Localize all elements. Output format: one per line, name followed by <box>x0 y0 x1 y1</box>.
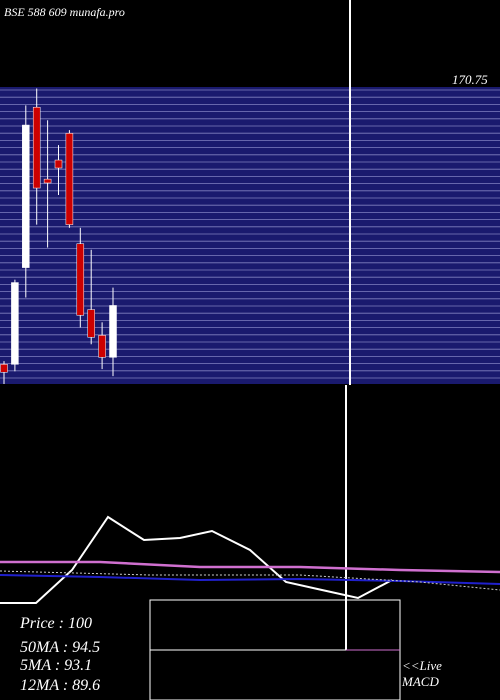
candle-body <box>65 133 74 225</box>
candle-body <box>43 178 52 184</box>
candle-body <box>109 305 117 358</box>
indicator-line <box>0 560 500 574</box>
price-label: 170.75 <box>452 72 488 87</box>
candle-body <box>0 364 8 373</box>
candle-body <box>54 159 63 169</box>
candle-body <box>87 309 95 338</box>
candle-body <box>11 282 19 365</box>
candle-body <box>98 335 106 358</box>
price-band <box>0 87 500 384</box>
live-label: <<Live <box>402 658 442 673</box>
macd-label: MACD <box>401 674 439 689</box>
stat: Price : 100 <box>19 615 92 632</box>
candle-body <box>32 106 41 189</box>
stat: 5MA : 93.1 <box>20 657 92 674</box>
indicator-line <box>0 570 500 591</box>
band-lines <box>0 89 500 379</box>
candle-body <box>22 124 30 268</box>
indicator-line <box>0 515 393 604</box>
chart-title: BSE 588 609 munafa.pro <box>4 5 125 19</box>
stat: 50MA : 94.5 <box>20 639 100 656</box>
candle-body <box>76 243 85 316</box>
stat: 12MA : 89.6 <box>20 677 100 694</box>
